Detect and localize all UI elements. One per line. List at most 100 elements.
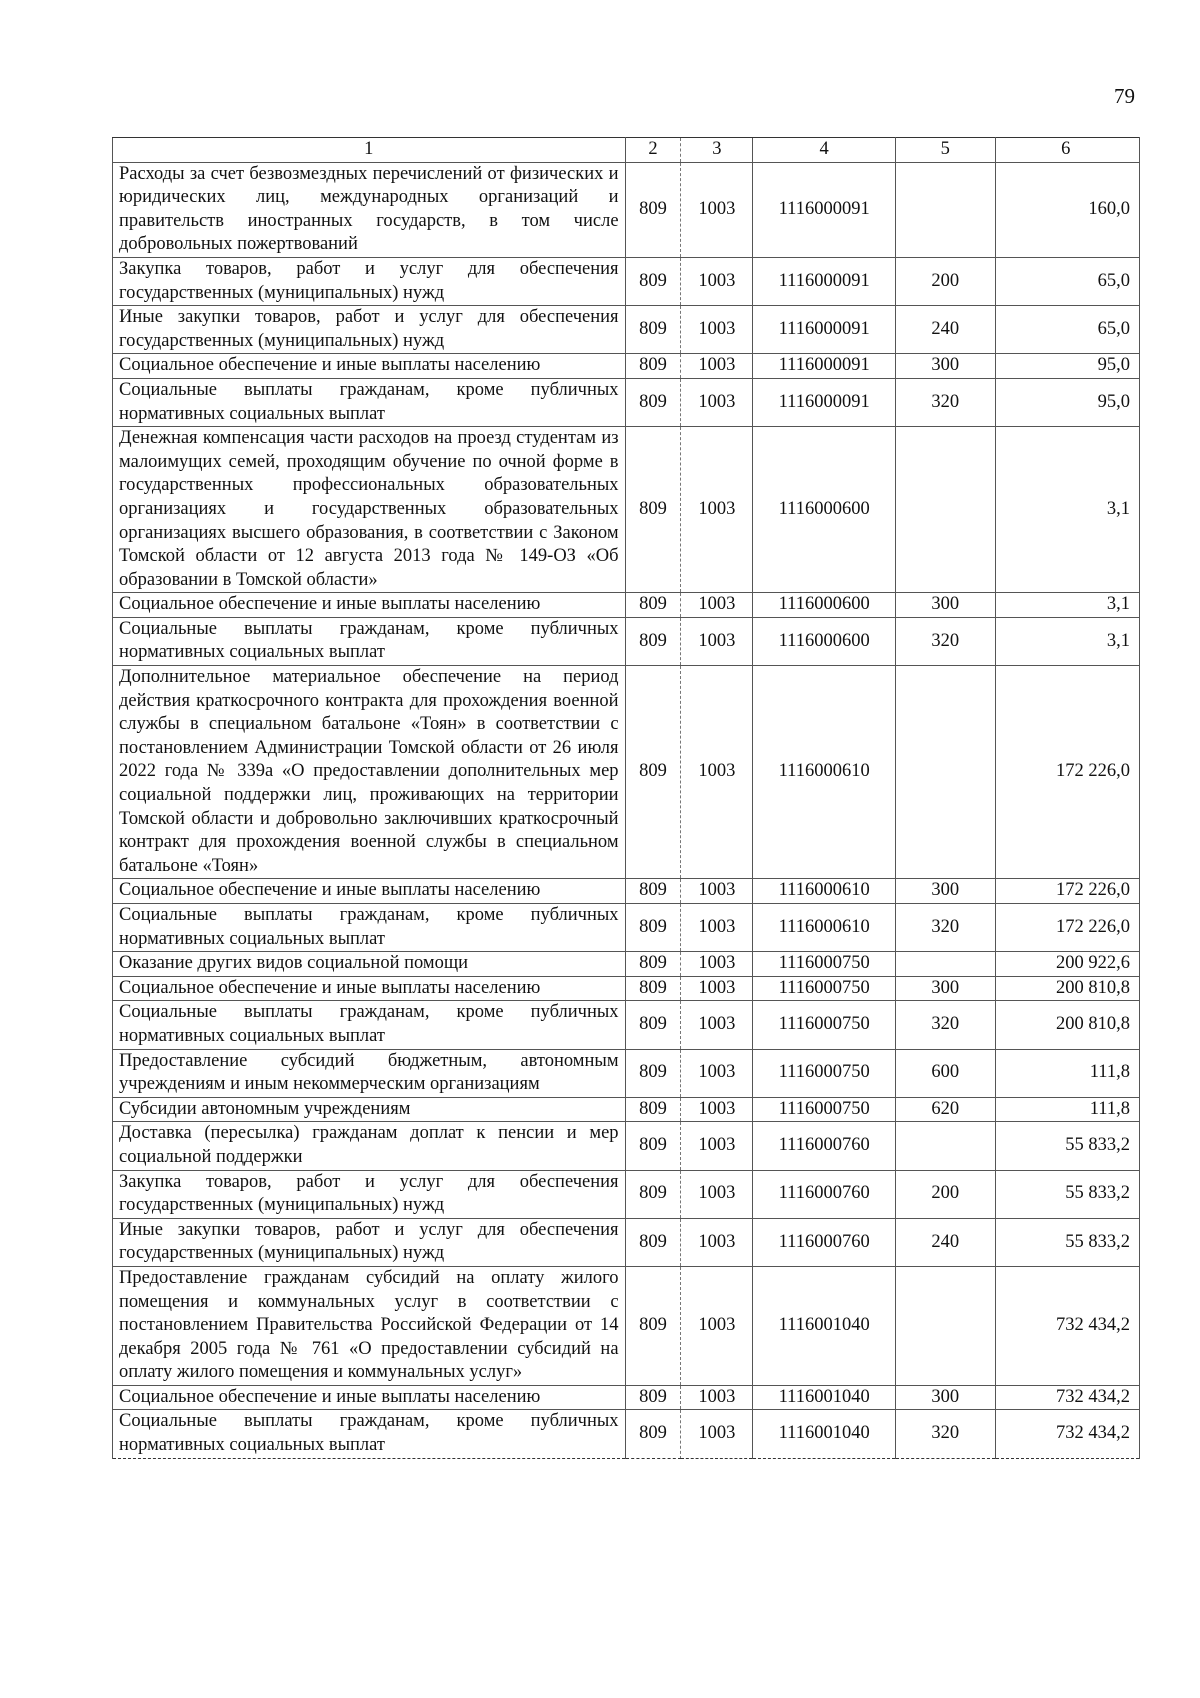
row-sum: 200 922,6 xyxy=(994,951,1141,977)
row-rz: 1003 xyxy=(680,1121,754,1171)
row-cs: 1116000760 xyxy=(752,1217,896,1267)
row-name: Доставка (пересылка) гражданам доплат к … xyxy=(112,1121,626,1171)
table-row: Социальные выплаты гражданам, кроме публ… xyxy=(112,1000,1141,1050)
table-row: Доставка (пересылка) гражданам доплат к … xyxy=(112,1121,1141,1171)
row-rz: 1003 xyxy=(680,1169,754,1219)
row-sum: 3,1 xyxy=(994,616,1141,667)
row-rz: 1003 xyxy=(680,256,754,307)
row-cs: 1116001040 xyxy=(752,1409,896,1459)
row-gr: 809 xyxy=(624,616,682,667)
table-header-row: 1 2 3 4 5 6 xyxy=(112,137,1141,163)
row-vr xyxy=(895,1265,996,1386)
row-cs: 1116000600 xyxy=(752,592,896,618)
table-row: Социальные выплаты гражданам, кроме публ… xyxy=(112,616,1141,667)
row-gr: 809 xyxy=(624,1000,682,1050)
row-name: Социальные выплаты гражданам, кроме публ… xyxy=(112,616,626,667)
row-sum: 200 810,8 xyxy=(994,975,1141,1002)
row-rz: 1003 xyxy=(680,1409,754,1459)
row-vr: 300 xyxy=(895,1384,996,1411)
row-sum: 172 226,0 xyxy=(994,878,1141,904)
row-vr: 240 xyxy=(895,305,996,355)
row-gr: 809 xyxy=(624,161,682,258)
row-gr: 809 xyxy=(624,305,682,355)
row-rz: 1003 xyxy=(680,353,754,379)
table-row: Субсидии автономным учреждениям 809 1003 11… xyxy=(112,1096,1141,1123)
row-vr: 600 xyxy=(895,1048,996,1098)
row-name: Иные закупки товаров, работ и услуг для … xyxy=(112,305,626,355)
row-sum: 55 833,2 xyxy=(994,1169,1141,1219)
table-row: Иные закупки товаров, работ и услуг для … xyxy=(112,1217,1141,1267)
row-name: Социальные выплаты гражданам, кроме публ… xyxy=(112,902,626,953)
row-gr: 809 xyxy=(624,1409,682,1459)
row-rz: 1003 xyxy=(680,426,754,594)
row-rz: 1003 xyxy=(680,1384,754,1411)
row-sum: 65,0 xyxy=(994,305,1141,355)
row-name: Иные закупки товаров, работ и услуг для … xyxy=(112,1217,626,1267)
row-cs: 1116000091 xyxy=(752,256,896,307)
row-sum: 65,0 xyxy=(994,256,1141,307)
row-sum: 111,8 xyxy=(994,1048,1141,1098)
table-row: Закупка товаров, работ и услуг для обесп… xyxy=(112,1169,1141,1219)
row-name: Закупка товаров, работ и услуг для обесп… xyxy=(112,1169,626,1219)
table-row: Социальные выплаты гражданам, кроме публ… xyxy=(112,902,1141,953)
row-vr: 300 xyxy=(895,878,996,904)
row-sum: 732 434,2 xyxy=(994,1384,1141,1411)
row-rz: 1003 xyxy=(680,1000,754,1050)
row-cs: 1116000091 xyxy=(752,305,896,355)
table-row: Денежная компенсация части расходов на п… xyxy=(112,426,1141,594)
table-row: Предоставление гражданам субсидий на опл… xyxy=(112,1265,1141,1386)
row-vr: 200 xyxy=(895,1169,996,1219)
row-sum: 111,8 xyxy=(994,1096,1141,1123)
row-name: Социальные выплаты гражданам, кроме публ… xyxy=(112,1409,626,1459)
header-col-5: 5 xyxy=(895,137,996,163)
row-vr xyxy=(895,665,996,880)
row-gr: 809 xyxy=(624,1096,682,1123)
row-cs: 1116000610 xyxy=(752,902,896,953)
table-row: Предоставление субсидий бюджетным, автон… xyxy=(112,1048,1141,1098)
row-name: Социальное обеспечение и иные выплаты на… xyxy=(112,975,626,1002)
header-col-1: 1 xyxy=(112,137,626,163)
row-cs: 1116001040 xyxy=(752,1265,896,1386)
row-name: Расходы за счет безвозмездных перечислен… xyxy=(112,161,626,258)
row-rz: 1003 xyxy=(680,305,754,355)
row-gr: 809 xyxy=(624,256,682,307)
table-row: Дополнительное материальное обеспечение … xyxy=(112,665,1141,880)
row-name: Закупка товаров, работ и услуг для обесп… xyxy=(112,256,626,307)
row-rz: 1003 xyxy=(680,377,754,428)
row-rz: 1003 xyxy=(680,592,754,618)
table-row: Иные закупки товаров, работ и услуг для … xyxy=(112,305,1141,355)
row-rz: 1003 xyxy=(680,1096,754,1123)
row-vr xyxy=(895,1121,996,1171)
row-gr: 809 xyxy=(624,951,682,977)
row-name: Предоставление субсидий бюджетным, автон… xyxy=(112,1048,626,1098)
row-cs: 1116000091 xyxy=(752,353,896,379)
table-row: Социальное обеспечение и иные выплаты на… xyxy=(112,878,1141,904)
row-gr: 809 xyxy=(624,878,682,904)
budget-table: 1 2 3 4 5 6 Расходы за счет безвозмездны… xyxy=(112,137,1141,1459)
row-gr: 809 xyxy=(624,1121,682,1171)
row-name: Предоставление гражданам субсидий на опл… xyxy=(112,1265,626,1386)
row-sum: 95,0 xyxy=(994,377,1141,428)
row-vr: 320 xyxy=(895,616,996,667)
row-cs: 1116000750 xyxy=(752,951,896,977)
row-gr: 809 xyxy=(624,353,682,379)
row-name: Субсидии автономным учреждениям xyxy=(112,1096,626,1123)
table-row: Оказание других видов социальной помощи 8… xyxy=(112,951,1141,977)
table-row: Социальное обеспечение и иные выплаты на… xyxy=(112,1384,1141,1411)
row-name: Социальное обеспечение и иные выплаты на… xyxy=(112,878,626,904)
row-rz: 1003 xyxy=(680,1217,754,1267)
row-cs: 1116000760 xyxy=(752,1169,896,1219)
row-gr: 809 xyxy=(624,1217,682,1267)
row-cs: 1116000610 xyxy=(752,665,896,880)
row-vr xyxy=(895,426,996,594)
row-sum: 160,0 xyxy=(994,161,1141,258)
row-rz: 1003 xyxy=(680,951,754,977)
row-vr: 240 xyxy=(895,1217,996,1267)
row-sum: 172 226,0 xyxy=(994,902,1141,953)
row-sum: 200 810,8 xyxy=(994,1000,1141,1050)
row-cs: 1116001040 xyxy=(752,1384,896,1411)
row-vr: 200 xyxy=(895,256,996,307)
row-gr: 809 xyxy=(624,902,682,953)
table-row: Социальные выплаты гражданам, кроме публ… xyxy=(112,1409,1141,1459)
row-cs: 1116000091 xyxy=(752,377,896,428)
